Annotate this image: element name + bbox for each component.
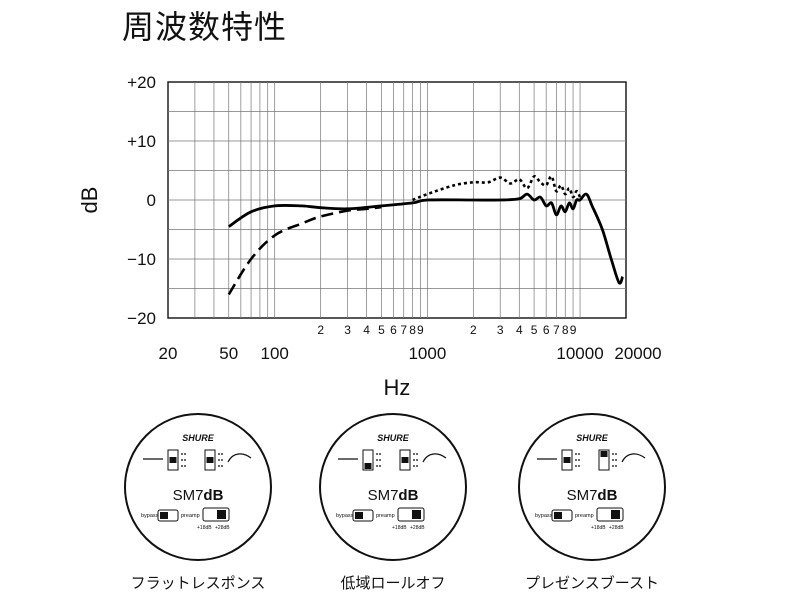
bypass-switch-knob: [355, 512, 363, 519]
x-axis-label: Hz: [384, 375, 411, 400]
model-name: SM7dB: [368, 487, 419, 504]
series-line-presence: [412, 175, 582, 202]
lowcut-switch-icon: [362, 449, 374, 471]
badge-presence: SHURE SM7dB bypass preamp +18dB +28dB: [517, 412, 667, 562]
y-axis-label: dB: [77, 187, 102, 214]
badge-circle: [124, 413, 272, 561]
x-tick-label-minor: 6: [543, 323, 550, 337]
bypass-label: bypass: [141, 513, 159, 519]
x-tick-label-minor: 4: [516, 323, 523, 337]
bypass-label: bypass: [535, 513, 553, 519]
x-tick-label-minor: 3: [344, 323, 351, 337]
x-tick-label-minor: 2: [317, 323, 324, 337]
gain1-label: +18dB: [392, 525, 407, 531]
badge-lowcut: SHURE SM7dB bypass preamp +18dB +28dB: [318, 412, 468, 562]
brand-logo: SHURE: [182, 433, 215, 443]
y-tick-label: 0: [147, 191, 156, 210]
caption-flat: フラットレスポンス: [130, 574, 266, 592]
x-tick-label-minor: 6: [390, 323, 397, 337]
frequency-response-chart: +20 +10 0 −10 −20 dB 2 3 4 5 6 7 8 9 2 3 4 5 6 7 8 9 20 50 100 10…: [77, 73, 662, 400]
gain-switch-knob: [217, 510, 226, 519]
gain2-label: +28dB: [215, 525, 230, 531]
gain2-label: +28dB: [609, 525, 624, 531]
presence-switch-icon-knob: [401, 457, 409, 463]
x-tick-label-minor: 4: [363, 323, 370, 337]
x-tick-label-major: 20000: [614, 344, 661, 363]
presence-curve-icon: [621, 453, 646, 463]
bypass-switch-knob: [554, 512, 562, 519]
caption-lowcut: 低域ロールオフ: [340, 574, 446, 592]
bypass-label: bypass: [336, 513, 354, 519]
badge-circle: [518, 413, 666, 561]
x-tick-label-major: 20: [159, 344, 178, 363]
model-name: SM7dB: [567, 487, 618, 504]
x-tick-label-minor: 8: [409, 323, 416, 337]
y-tick-label: +10: [127, 132, 156, 151]
model-name: SM7dB: [173, 487, 224, 504]
caption-presence: プレゼンスブースト: [525, 574, 659, 592]
x-tick-label-minor: 8: [562, 323, 569, 337]
x-tick-label-minor: 9: [570, 323, 577, 337]
gain2-label: +28dB: [410, 525, 425, 531]
x-tick-label-minor: 5: [531, 323, 538, 337]
x-tick-label-minor: 7: [400, 323, 407, 337]
x-tick-label-major: 50: [219, 344, 238, 363]
switch-settings-row: SHURE SM7dB bypass preamp +18dB +28dB SHURE SM…: [0, 412, 800, 600]
gain1-label: +18dB: [591, 525, 606, 531]
presence-curve-icon: [227, 453, 252, 463]
preamp-label: preamp: [181, 513, 200, 519]
presence-switch-icon-knob: [206, 457, 214, 463]
gain1-label: +18dB: [197, 525, 212, 531]
preamp-label: preamp: [575, 513, 594, 519]
x-tick-label-major: 100: [261, 344, 289, 363]
series-line-flat: [227, 192, 624, 285]
x-tick-label-major: 1000: [408, 344, 446, 363]
brand-logo: SHURE: [377, 433, 410, 443]
y-tick-label: −20: [127, 309, 156, 328]
y-tick-label: +20: [127, 73, 156, 92]
x-tick-label-minor: 7: [553, 323, 560, 337]
lowcut-switch-icon-knob: [364, 463, 372, 469]
lowcut-switch-icon-knob: [563, 457, 571, 463]
page-title: 周波数特性: [122, 8, 288, 46]
gain-switch-knob: [412, 510, 421, 519]
brand-logo: SHURE: [576, 433, 609, 443]
presence-curve-icon: [422, 453, 447, 463]
lowcut-switch-icon-knob: [169, 457, 177, 463]
badge-svg-lowcut: SHURE SM7dB bypass preamp +18dB +28dB: [319, 413, 467, 561]
presence-switch-icon-knob: [600, 451, 608, 457]
preamp-label: preamp: [376, 513, 395, 519]
gain-switch-knob: [611, 510, 620, 519]
badge-svg-presence: SHURE SM7dB bypass preamp +18dB +28dB: [518, 413, 666, 561]
x-tick-label-minor: 5: [378, 323, 385, 337]
bypass-switch-knob: [160, 512, 168, 519]
x-tick-label-minor: 9: [417, 323, 424, 337]
badge-svg-flat: SHURE SM7dB bypass preamp +18dB +28dB: [124, 413, 272, 561]
y-tick-label: −10: [127, 250, 156, 269]
badge-flat: SHURE SM7dB bypass preamp +18dB +28dB: [123, 412, 273, 562]
presence-switch-icon: [598, 449, 610, 471]
x-tick-label-minor: 2: [470, 323, 477, 337]
series-line-lowcut: [227, 205, 382, 296]
x-tick-label-minor: 3: [497, 323, 504, 337]
badge-circle: [319, 413, 467, 561]
x-tick-label-major: 10000: [556, 344, 603, 363]
